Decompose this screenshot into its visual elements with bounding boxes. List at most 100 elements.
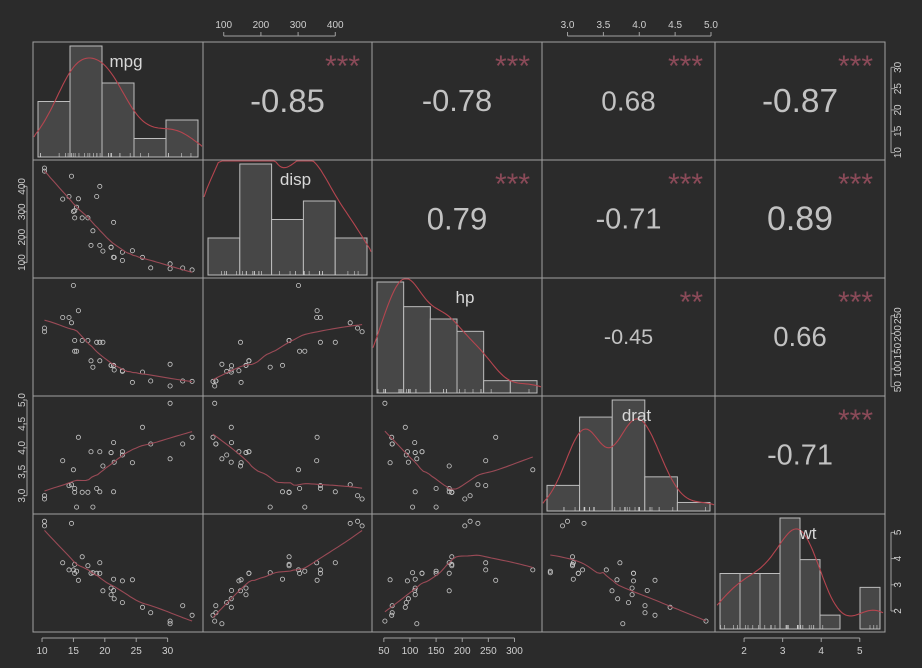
point-wt-vs-drat-6 — [580, 567, 586, 573]
point-drat-vs-mpg-21 — [74, 504, 80, 510]
point-hp-vs-mpg-10 — [88, 358, 94, 364]
point-drat-vs-mpg-17 — [180, 441, 186, 447]
point-drat-vs-mpg-10 — [88, 449, 94, 455]
point-drat-vs-disp-21 — [302, 504, 308, 510]
point-disp-vs-mpg-1 — [108, 244, 114, 250]
point-wt-vs-hp-18 — [382, 618, 388, 624]
top-tick-label-disp-0: 100 — [215, 20, 232, 31]
point-hp-vs-disp-27 — [219, 361, 225, 367]
point-drat-vs-mpg-12 — [85, 489, 91, 495]
smooth-line-drat-vs-disp — [212, 433, 363, 489]
hist-bar-disp-3 — [302, 200, 336, 276]
correlation-value-mpg-drat: 0.68 — [601, 85, 656, 116]
point-hp-vs-disp-7 — [238, 379, 244, 385]
hist-bar-wt-4 — [799, 559, 821, 630]
bottom-tick-label-wt-1: 3 — [780, 646, 786, 657]
point-drat-vs-mpg-7 — [129, 460, 135, 466]
right-tick-label-hp-0: 50 — [893, 381, 904, 393]
point-wt-vs-hp-20 — [405, 596, 411, 602]
point-wt-vs-disp-2 — [224, 600, 230, 606]
point-wt-vs-drat-7 — [614, 577, 620, 583]
right-tick-label-wt-0: 2 — [893, 608, 904, 614]
point-disp-vs-mpg-16 — [69, 173, 75, 179]
point-wt-vs-mpg-18 — [167, 618, 173, 624]
point-hp-vs-mpg-18 — [167, 383, 173, 389]
correlation-value-mpg-wt: -0.87 — [762, 83, 838, 120]
hist-bar-wt-7 — [859, 586, 881, 630]
bottom-tick-label-hp-3: 200 — [454, 646, 471, 657]
point-wt-vs-disp-18 — [212, 618, 218, 624]
point-disp-vs-mpg-24 — [97, 183, 103, 189]
point-wt-vs-disp-16 — [347, 520, 353, 526]
point-hp-vs-mpg-11 — [79, 337, 85, 343]
point-wt-vs-drat-28 — [652, 577, 658, 583]
point-hp-vs-disp-21 — [302, 348, 308, 354]
point-wt-vs-hp-6 — [483, 567, 489, 573]
point-wt-vs-mpg-2 — [119, 600, 125, 606]
point-hp-vs-mpg-22 — [72, 348, 78, 354]
point-drat-vs-mpg-31 — [111, 440, 117, 446]
point-drat-vs-hp-4 — [446, 485, 452, 491]
point-drat-vs-mpg-5 — [90, 504, 96, 510]
point-drat-vs-hp-31 — [412, 440, 418, 446]
point-drat-vs-disp-31 — [228, 440, 234, 446]
point-wt-vs-disp-26 — [228, 604, 234, 610]
point-wt-vs-hp-1 — [412, 585, 418, 591]
top-tick-label-wt-2: 4.0 — [632, 20, 646, 31]
point-drat-vs-mpg-27 — [167, 456, 173, 462]
point-drat-vs-mpg-9 — [97, 449, 103, 455]
point-wt-vs-hp-19 — [389, 612, 395, 618]
left-tick-label-drat-1: 3.5 — [17, 464, 28, 478]
bottom-tick-label-wt-0: 2 — [741, 646, 747, 657]
bottom-tick-label-wt-3: 5 — [857, 646, 863, 657]
right-tick-label-mpg-4: 30 — [893, 61, 904, 73]
point-wt-vs-disp-8 — [236, 578, 242, 584]
significance-stars-disp-hp: *** — [495, 168, 530, 201]
point-wt-vs-hp-16 — [475, 520, 481, 526]
point-wt-vs-drat-15 — [565, 518, 571, 524]
point-hp-vs-disp-22 — [297, 348, 303, 354]
hist-bar-wt-2 — [759, 573, 781, 630]
point-drat-vs-mpg-18 — [167, 400, 173, 406]
hist-bar-disp-4 — [334, 237, 368, 276]
point-disp-vs-mpg-13 — [72, 215, 78, 221]
variable-label-wt: wt — [799, 524, 817, 543]
point-drat-vs-mpg-16 — [69, 482, 75, 488]
point-disp-vs-mpg-14 — [42, 165, 48, 171]
point-drat-vs-mpg-29 — [100, 463, 106, 469]
point-drat-vs-mpg-24 — [97, 489, 103, 495]
density-curve-disp — [203, 160, 372, 252]
point-drat-vs-mpg-1 — [108, 450, 114, 456]
right-tick-label-wt-1: 3 — [893, 582, 904, 588]
point-drat-vs-disp-24 — [332, 489, 338, 495]
point-wt-vs-disp-17 — [213, 603, 219, 609]
hist-bar-mpg-4 — [165, 119, 199, 158]
point-drat-vs-hp-5 — [410, 504, 416, 510]
point-wt-vs-hp-15 — [467, 518, 473, 524]
point-hp-vs-disp-31 — [228, 363, 234, 369]
point-wt-vs-hp-2 — [403, 600, 409, 606]
right-tick-label-hp-1: 100 — [893, 360, 904, 377]
point-drat-vs-mpg-11 — [79, 489, 85, 495]
point-hp-vs-disp-15 — [355, 325, 361, 331]
correlation-value-disp-drat: -0.71 — [596, 204, 662, 236]
point-drat-vs-mpg-15 — [42, 493, 48, 499]
point-wt-vs-hp-23 — [483, 560, 489, 566]
point-wt-vs-hp-5 — [410, 570, 416, 576]
left-tick-label-disp-0: 100 — [17, 254, 28, 271]
point-disp-vs-mpg-5 — [90, 228, 96, 234]
point-drat-vs-disp-26 — [228, 424, 234, 430]
correlation-value-hp-drat: -0.45 — [604, 324, 653, 349]
point-drat-vs-hp-29 — [446, 463, 452, 469]
point-wt-vs-mpg-30 — [70, 567, 76, 573]
significance-stars-mpg-hp: *** — [495, 50, 530, 83]
point-wt-vs-hp-30 — [530, 567, 536, 573]
hist-bar-wt-1 — [739, 573, 761, 630]
point-wt-vs-drat-23 — [617, 560, 623, 566]
point-wt-vs-mpg-7 — [129, 577, 135, 583]
point-drat-vs-disp-19 — [210, 434, 216, 440]
point-wt-vs-hp-24 — [446, 560, 452, 566]
point-wt-vs-mpg-14 — [42, 523, 48, 529]
point-drat-vs-disp-27 — [219, 456, 225, 462]
point-hp-vs-mpg-7 — [129, 379, 135, 385]
